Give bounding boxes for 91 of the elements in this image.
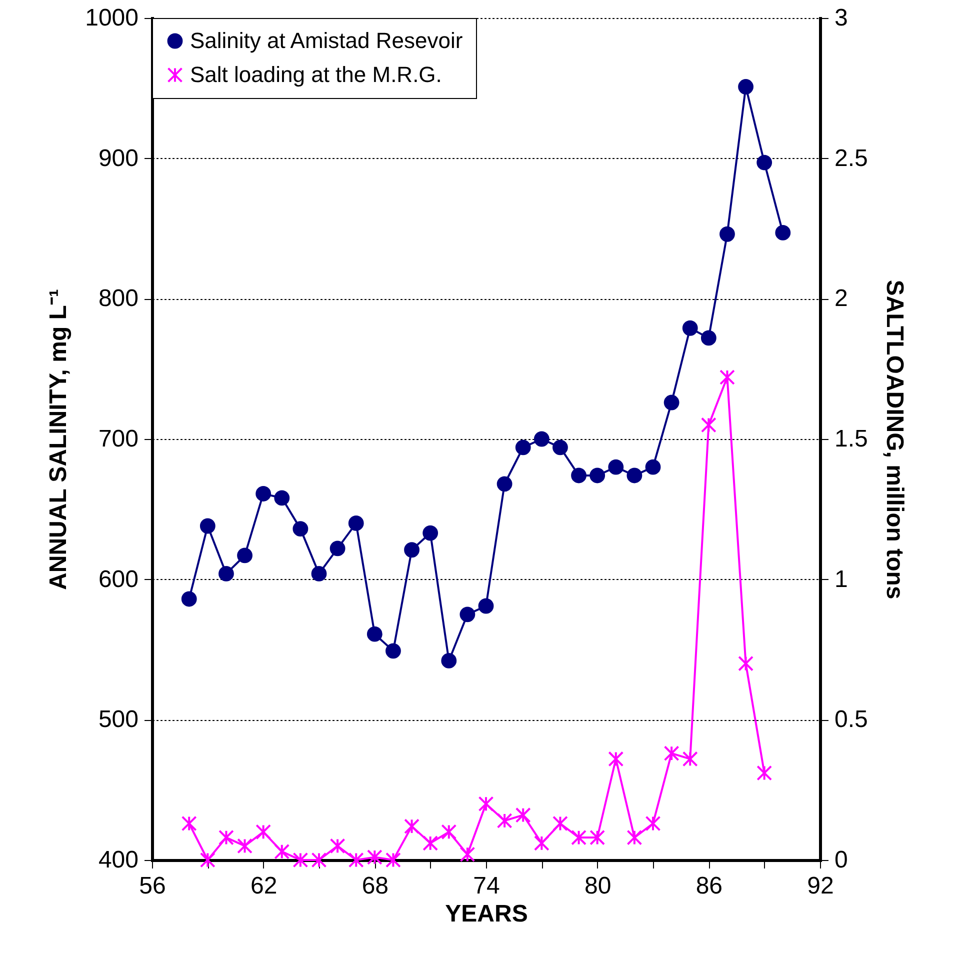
point: [386, 643, 401, 659]
legend-label: Salt loading at the M.R.G.: [190, 62, 442, 87]
point: [311, 566, 327, 582]
point: [700, 417, 716, 433]
y2-tick-label: 2: [834, 285, 848, 312]
y-tick-label: 900: [98, 144, 138, 172]
y-axis-title: ANNUAL SALINITY, mg L⁻¹: [45, 289, 72, 590]
point: [645, 459, 661, 475]
point: [515, 440, 531, 456]
legend-label: Salinity at Amistad Resevoir: [190, 28, 463, 53]
x-tick-label: 56: [139, 872, 166, 900]
point: [366, 849, 382, 865]
point: [682, 751, 698, 767]
y2-tick-label: 3: [834, 4, 848, 32]
point: [496, 813, 512, 828]
point: [756, 154, 772, 170]
point: [756, 765, 772, 781]
point: [348, 852, 364, 868]
point: [181, 591, 197, 607]
point: [478, 796, 494, 812]
y2-tick-label: 2.5: [834, 144, 868, 172]
point: [738, 79, 754, 94]
point: [534, 835, 550, 851]
point: [256, 824, 272, 840]
point: [664, 394, 680, 410]
point: [478, 598, 494, 614]
point: [441, 824, 457, 840]
point: [237, 548, 252, 564]
point: [292, 852, 308, 868]
point: [720, 226, 735, 242]
point: [590, 468, 606, 484]
point: [404, 818, 420, 834]
point: [682, 320, 698, 336]
point: [664, 746, 680, 762]
x-tick-label: 92: [807, 872, 834, 900]
point: [422, 525, 438, 541]
point: [552, 816, 568, 832]
point: [608, 751, 624, 767]
point: [571, 468, 586, 484]
point: [700, 330, 716, 346]
point: [720, 370, 735, 385]
y2-tick-label: 1.5: [834, 426, 868, 452]
point: [274, 844, 290, 860]
point: [330, 540, 346, 556]
point: [608, 459, 624, 475]
point: [237, 838, 252, 854]
x-axis-title: YEARS: [445, 900, 528, 928]
point: [552, 440, 568, 456]
point: [441, 653, 457, 668]
point: [738, 656, 754, 672]
x-tick-label: 80: [584, 872, 612, 900]
point: [218, 830, 234, 846]
y2-tick-label: 0: [834, 846, 848, 874]
point: [292, 521, 308, 537]
x-tick-label: 68: [362, 872, 389, 900]
y2-axis-title: SALTLOADING, million tons: [880, 280, 908, 600]
point: [311, 852, 327, 868]
point: [200, 852, 216, 868]
y-tick-label: 600: [98, 566, 138, 593]
x-tick-label: 62: [250, 872, 278, 900]
point: [626, 830, 642, 846]
y-tick-label: 500: [98, 706, 138, 734]
y-tick-label: 400: [98, 846, 138, 874]
point: [534, 431, 550, 447]
point: [590, 830, 606, 846]
point: [515, 807, 531, 823]
point: [348, 516, 364, 531]
point: [181, 816, 197, 832]
y-tick-label: 800: [98, 285, 138, 312]
point: [626, 468, 642, 484]
point: [330, 838, 346, 854]
x-tick-label: 74: [473, 872, 500, 900]
point: [422, 835, 438, 851]
y2-tick-label: 1: [834, 566, 848, 593]
point: [366, 626, 382, 642]
point: [460, 846, 476, 862]
y-tick-label: 1000: [85, 4, 138, 32]
point: [571, 830, 586, 846]
point: [460, 606, 476, 622]
point: [256, 486, 272, 502]
y2-tick-label: 0.5: [834, 706, 868, 734]
point: [496, 476, 512, 492]
point: [404, 542, 420, 558]
point: [200, 518, 216, 534]
point: [274, 490, 290, 506]
y-tick-label: 700: [98, 426, 138, 452]
point: [386, 852, 401, 868]
point: [645, 816, 661, 832]
x-tick-label: 86: [696, 872, 723, 900]
point: [775, 225, 791, 240]
point: [218, 566, 234, 582]
